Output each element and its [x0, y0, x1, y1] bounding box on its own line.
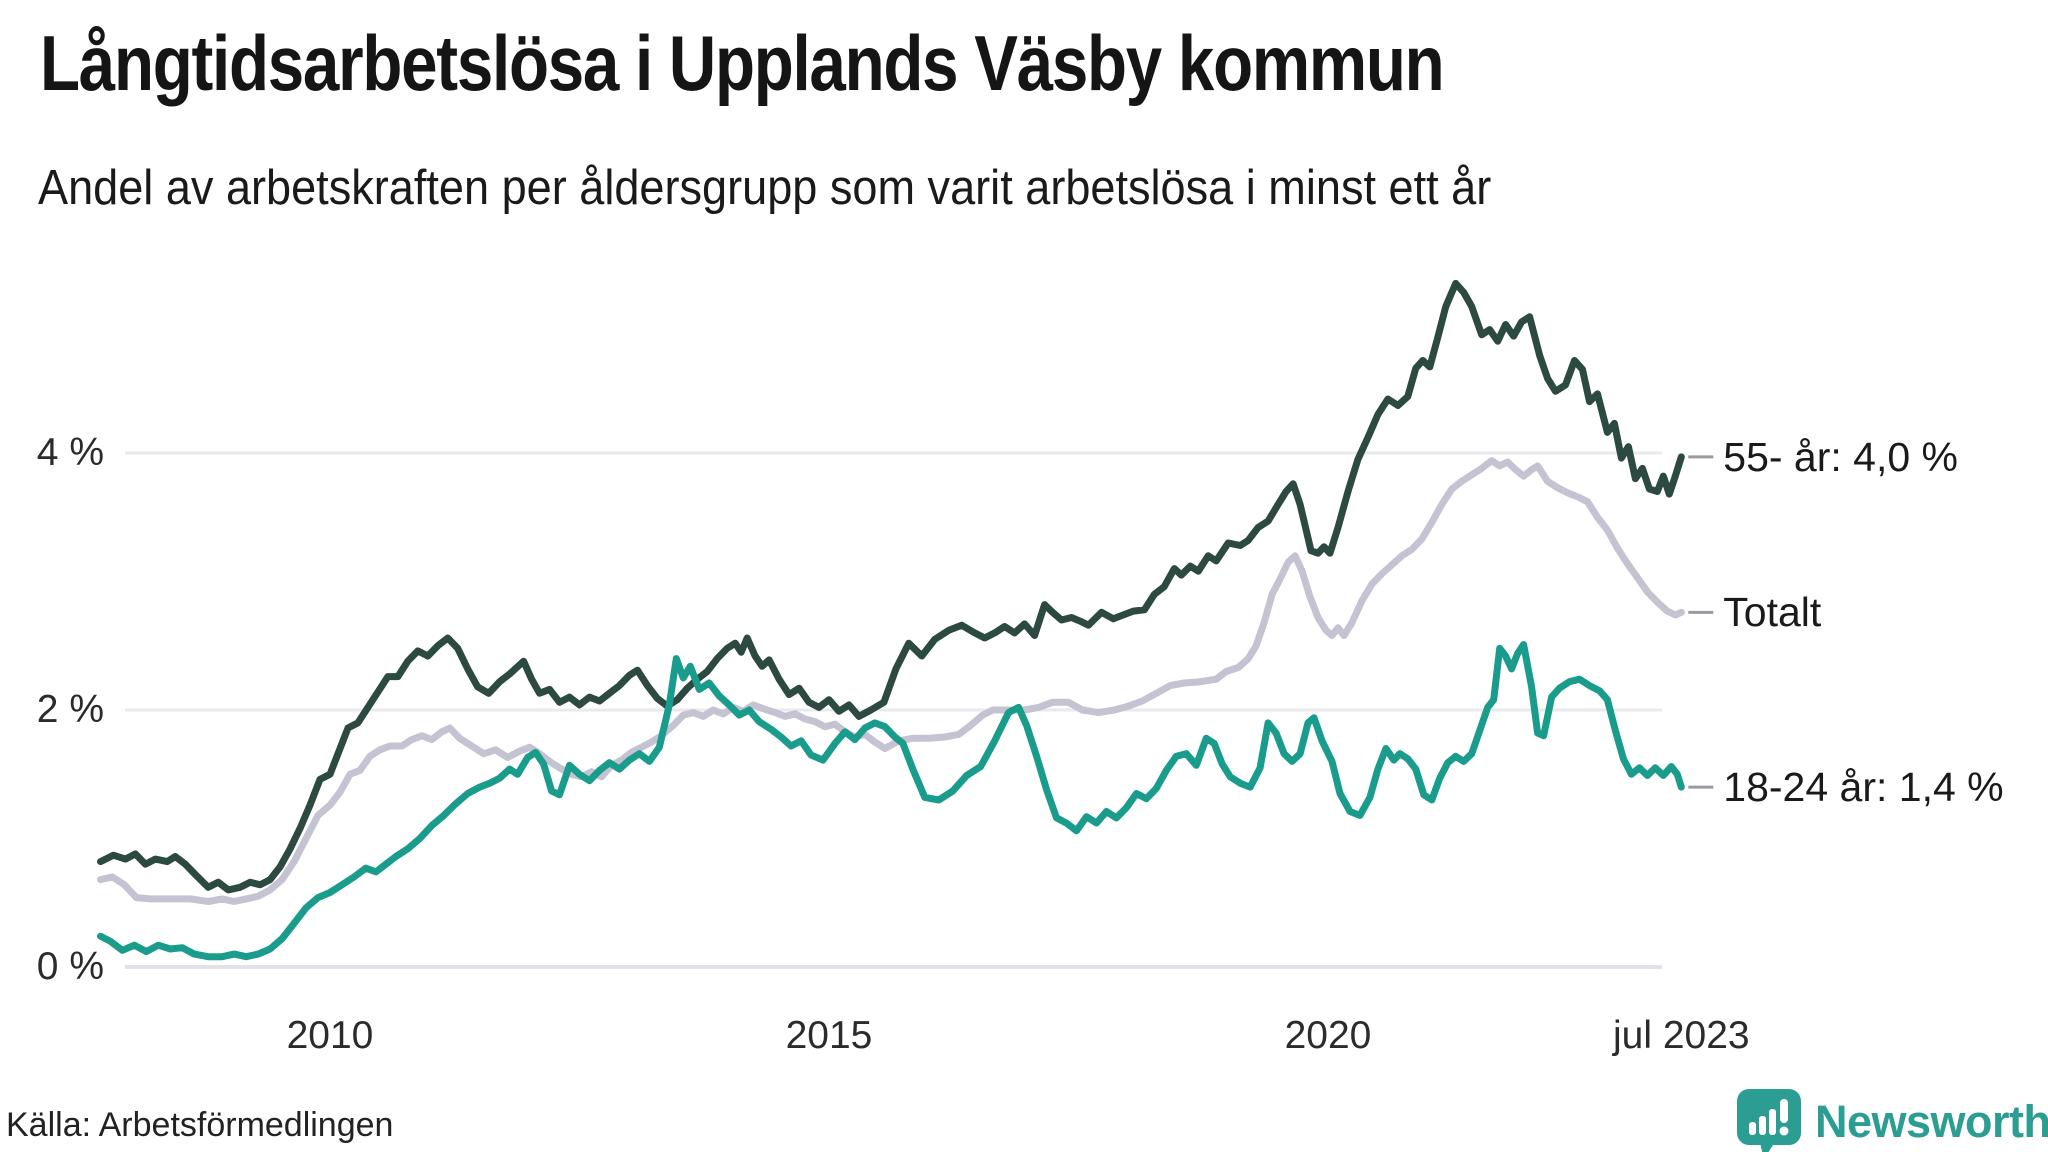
page-title: Långtidsarbetslösa i Upplands Väsby komm… — [40, 19, 1445, 107]
y-tick-0pct: 0 % — [36, 945, 104, 988]
brand-name: Newsworthy — [1815, 1096, 2048, 1147]
source-label: Källa: Arbetsförmedlingen — [6, 1106, 394, 1144]
x-tick-2020: 2020 — [1284, 1014, 1372, 1057]
newsworthy-branding: Newsworthy — [1737, 1089, 2048, 1152]
x-tick-2010: 2010 — [286, 1014, 374, 1057]
y-tick-2pct: 2 % — [36, 688, 104, 731]
series-end-label-55-r: 55- år: 4,0 % — [1723, 433, 1959, 480]
newsworthy-logo-icon — [1737, 1089, 1801, 1152]
x-tick-jul-2023: jul 2023 — [1612, 1014, 1750, 1057]
logo-exclamation-bar — [1780, 1099, 1788, 1123]
logo-bar-2 — [1759, 1116, 1766, 1135]
y-tick-4pct: 4 % — [36, 431, 104, 474]
series-line-55-r — [97, 279, 1685, 894]
logo-exclamation-dot — [1779, 1126, 1789, 1136]
series-end-label-totalt: Totalt — [1723, 589, 1822, 636]
series-line-18-24-r — [97, 641, 1685, 961]
page-subtitle: Andel av arbetskraften per åldersgrupp s… — [38, 161, 1492, 215]
series-end-label-18-24-r: 18-24 år: 1,4 % — [1723, 764, 2004, 811]
series-line-totalt — [97, 457, 1685, 905]
x-tick-2015: 2015 — [785, 1014, 873, 1057]
logo-bar-1 — [1749, 1122, 1756, 1135]
logo-bar-3 — [1769, 1109, 1776, 1135]
